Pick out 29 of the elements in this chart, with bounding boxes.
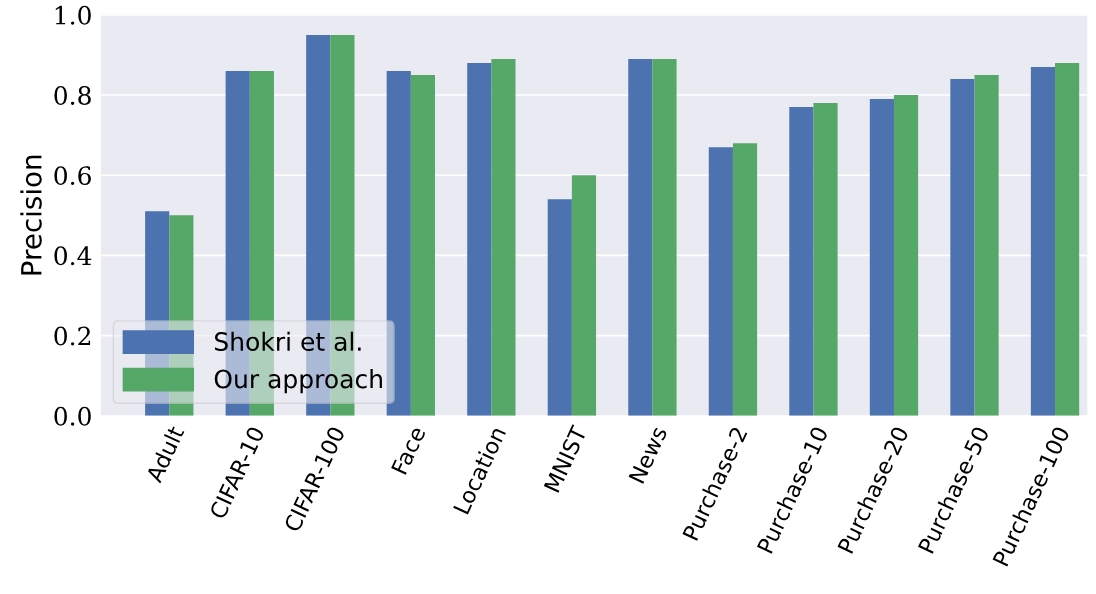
bar [789,107,814,416]
y-tick-label: 0.4 [54,246,92,266]
bar [628,58,653,416]
y-tick-label: 0.2 [54,326,91,346]
x-tick-label: Face [391,425,426,475]
y-tick-label: 0.8 [54,85,91,105]
bar [732,143,758,416]
y-tick-label: 1.0 [55,5,91,25]
bar [386,70,411,416]
bar [491,58,516,416]
bar [410,74,435,416]
bar [893,95,919,416]
bar [1030,66,1056,416]
bar [869,99,894,416]
bar [652,58,677,416]
bar [467,62,492,416]
bar [571,175,597,416]
bar [813,103,838,416]
bar [547,199,572,416]
bar [1055,62,1080,416]
x-tick-label: Adult [144,424,185,484]
bar [974,74,999,416]
y-axis-title: Precision [20,155,42,275]
legend-label: Shokri et al. [214,331,361,352]
legend-label: Our approach [214,369,382,394]
y-tick-label: 0.0 [54,406,91,426]
bar [708,147,733,416]
bar [950,79,975,416]
y-tick-label: 0.6 [54,166,91,186]
